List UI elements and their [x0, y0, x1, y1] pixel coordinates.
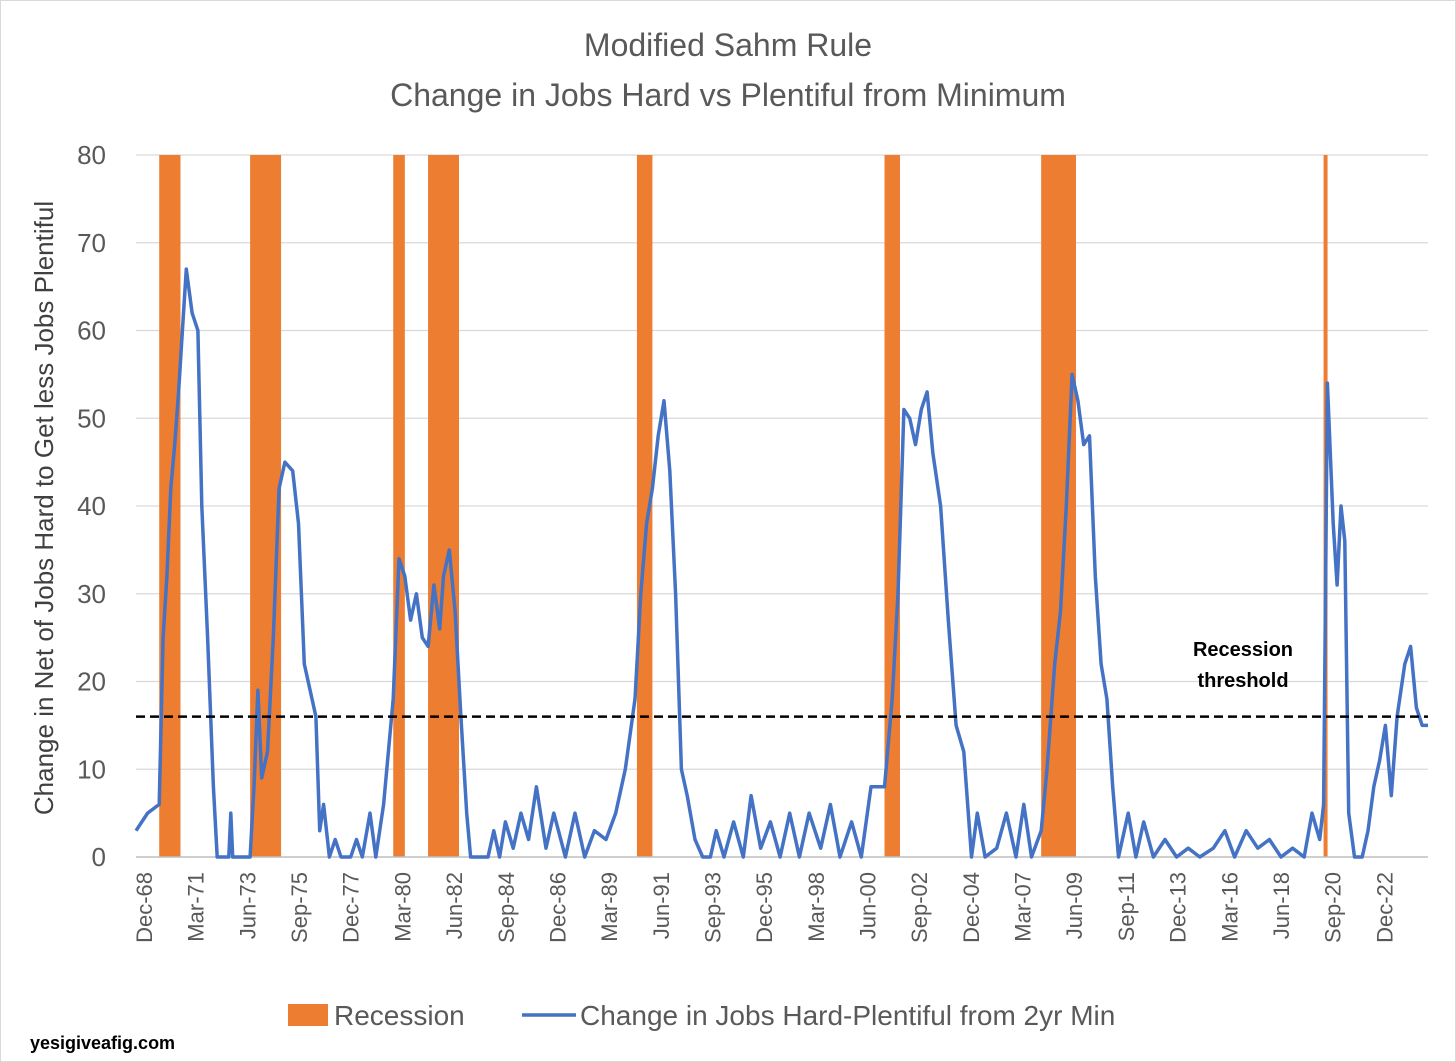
x-tick-label: Mar-80: [390, 872, 415, 942]
x-tick-label: Jun-18: [1269, 872, 1294, 939]
y-tick-label: 50: [77, 403, 106, 433]
series-line-jobs-hard-plentiful: [134, 267, 1428, 859]
x-tick-label: Sep-75: [287, 872, 312, 943]
recession-bar: [428, 155, 459, 857]
watermark: yesigiveafig.com: [30, 1033, 175, 1053]
x-tick-label: Dec-22: [1372, 872, 1397, 943]
y-tick-label: 60: [77, 316, 106, 346]
x-tick-label: Sep-93: [700, 872, 725, 943]
y-tick-labels: 0 10 20 30 40 50 60 70 80: [77, 140, 106, 872]
x-tick-label: Jun-73: [235, 872, 260, 939]
x-tick-label: Mar-98: [804, 872, 829, 942]
x-tick-label: Jun-09: [1062, 872, 1087, 939]
threshold-label-line1: Recession: [1193, 639, 1293, 661]
x-tick-label: Sep-11: [1114, 872, 1139, 941]
x-tick-label: Jun-82: [442, 872, 467, 939]
legend: Recession Change in Jobs Hard-Plentiful …: [288, 1000, 1115, 1031]
x-tick-label: Mar-89: [597, 872, 622, 942]
y-axis-label: Change in Net of Jobs Hard to Get less J…: [29, 201, 59, 815]
x-tick-label: Jun-00: [856, 872, 881, 939]
recession-bar: [884, 155, 900, 857]
chart-subtitle: Change in Jobs Hard vs Plentiful from Mi…: [390, 77, 1066, 113]
y-tick-label: 10: [77, 754, 106, 784]
legend-swatch-recession: [288, 1004, 328, 1026]
x-tick-label: Mar-16: [1217, 872, 1242, 942]
recession-bar: [636, 155, 653, 857]
gridlines: [136, 154, 1428, 770]
y-tick-label: 80: [77, 140, 106, 170]
y-tick-label: 30: [77, 579, 106, 609]
chart-title: Modified Sahm Rule: [584, 27, 872, 63]
x-tick-label: Mar-71: [184, 872, 209, 942]
x-tick-labels: Dec-68 Mar-71 Jun-73 Sep-75 Dec-77 Mar-80 Jun-…: [132, 872, 1397, 943]
x-tick-label: Sep-84: [494, 872, 519, 943]
legend-label-recession: Recession: [334, 1000, 465, 1031]
y-tick-label: 40: [77, 491, 106, 521]
y-tick-label: 20: [77, 667, 106, 697]
recession-bar: [393, 155, 405, 857]
legend-label-series: Change in Jobs Hard-Plentiful from 2yr M…: [580, 1000, 1115, 1031]
threshold-label-line2: threshold: [1197, 670, 1288, 692]
x-tick-label: Dec-04: [959, 872, 984, 943]
y-tick-label: 0: [92, 842, 106, 872]
x-tick-label: Dec-77: [339, 872, 364, 943]
x-tick-label: Dec-13: [1166, 872, 1191, 943]
y-tick-label: 70: [77, 228, 106, 258]
x-tick-label: Sep-02: [907, 872, 932, 943]
x-tick-label: Dec-68: [132, 872, 157, 943]
recession-bar: [1041, 155, 1076, 857]
x-tick-label: Mar-07: [1011, 872, 1036, 942]
x-tick-label: Dec-95: [752, 872, 777, 943]
x-tick-label: Jun-91: [649, 872, 674, 939]
x-tick-label: Sep-20: [1321, 872, 1346, 943]
x-tick-label: Dec-86: [545, 872, 570, 943]
